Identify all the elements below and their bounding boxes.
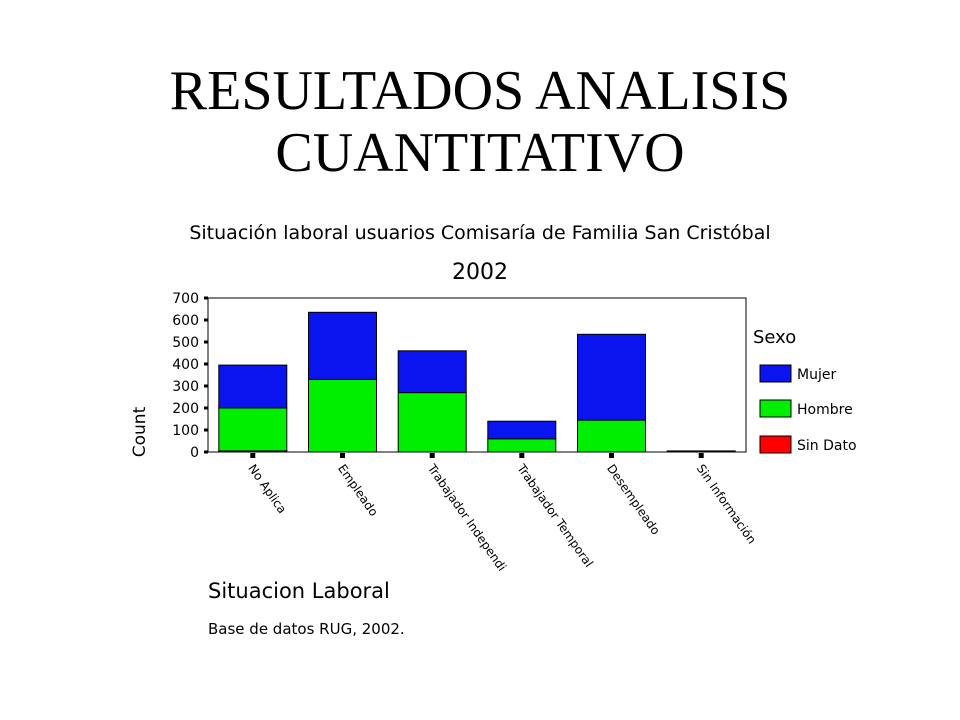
x-tick-label: Sin Información: [694, 462, 759, 547]
x-tick-mark: [340, 453, 345, 458]
bar-segment: [666, 450, 736, 453]
bar-segment: [577, 333, 646, 421]
x-tick-mark: [429, 453, 435, 458]
bar-segment: [308, 378, 377, 453]
legend-swatch: [759, 364, 792, 383]
bar-segment: [397, 350, 467, 394]
y-tick-mark: [204, 406, 208, 410]
y-tick-mark: [204, 450, 208, 454]
bar-segment: [308, 311, 377, 380]
y-tick-mark: [204, 362, 208, 366]
chart-title: Situación laboral usuarios Comisaría de …: [189, 222, 770, 244]
legend-swatch: [759, 435, 792, 454]
x-tick-label: No Aplica: [245, 462, 289, 516]
chart-subtitle: 2002: [452, 260, 508, 285]
x-tick-label: Desempleado: [604, 462, 663, 538]
y-tick-mark: [204, 384, 208, 388]
y-tick-label: 0: [190, 445, 199, 461]
slide-title-line1: RESULTADOS ANALISIS: [169, 60, 791, 122]
slide-title: RESULTADOS ANALISIS CUANTITATIVO: [0, 60, 960, 184]
y-tick-label: 300: [172, 379, 199, 395]
bar-segment: [218, 407, 288, 452]
x-axis: No Aplica Empleado Trabajador Independi Tra…: [245, 453, 759, 574]
y-tick-label: 200: [172, 401, 199, 417]
chart-footnote: Base de datos RUG, 2002.: [208, 620, 405, 638]
bar-segment: [218, 364, 288, 409]
x-tick-label: Empleado: [335, 462, 381, 519]
bar-segment: [397, 392, 467, 453]
x-tick-mark: [250, 453, 256, 458]
bar-segment: [577, 419, 646, 453]
y-tick-label: 400: [172, 357, 199, 373]
legend-label: Hombre: [797, 402, 853, 418]
legend-swatch: [759, 399, 792, 418]
legend-label: Mujer: [797, 367, 836, 383]
y-tick-label: 500: [172, 335, 199, 351]
y-tick-mark: [204, 296, 208, 300]
legend-label: Sin Dato: [797, 438, 857, 454]
x-tick-mark: [698, 453, 704, 458]
bar-segment: [487, 420, 557, 440]
y-axis: 0 100 200 300 400 500 600 700: [172, 291, 208, 461]
y-tick-label: 600: [172, 313, 199, 329]
y-tick-mark: [204, 340, 208, 344]
slide-title-line2: CUANTITATIVO: [275, 122, 685, 184]
y-tick-label: 700: [172, 291, 199, 307]
y-tick-mark: [204, 428, 208, 432]
y-axis-label: Count: [130, 406, 150, 457]
bars-group: [218, 311, 736, 453]
x-axis-label: Situacion Laboral: [208, 579, 390, 603]
x-tick-mark: [519, 453, 525, 458]
x-tick-mark: [609, 453, 614, 458]
bar-segment: [487, 438, 557, 453]
y-tick-label: 100: [172, 423, 199, 439]
x-tick-label: Trabajador Independi: [424, 461, 509, 574]
legend: Mujer Hombre Sin Dato: [759, 364, 857, 454]
x-tick-label: Trabajador Temporal: [514, 461, 596, 570]
y-tick-mark: [204, 318, 208, 322]
plot-frame: [207, 297, 747, 453]
legend-title: Sexo: [753, 327, 796, 348]
